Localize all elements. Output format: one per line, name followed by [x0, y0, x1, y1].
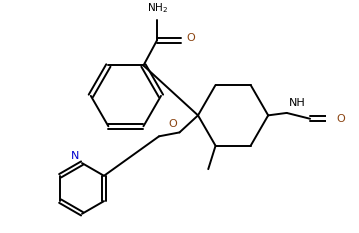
Text: O: O [186, 33, 195, 43]
Text: O: O [169, 120, 178, 130]
Text: O: O [336, 114, 345, 124]
Text: NH: NH [289, 98, 306, 108]
Text: N: N [71, 151, 79, 161]
Text: NH$_2$: NH$_2$ [146, 1, 168, 15]
